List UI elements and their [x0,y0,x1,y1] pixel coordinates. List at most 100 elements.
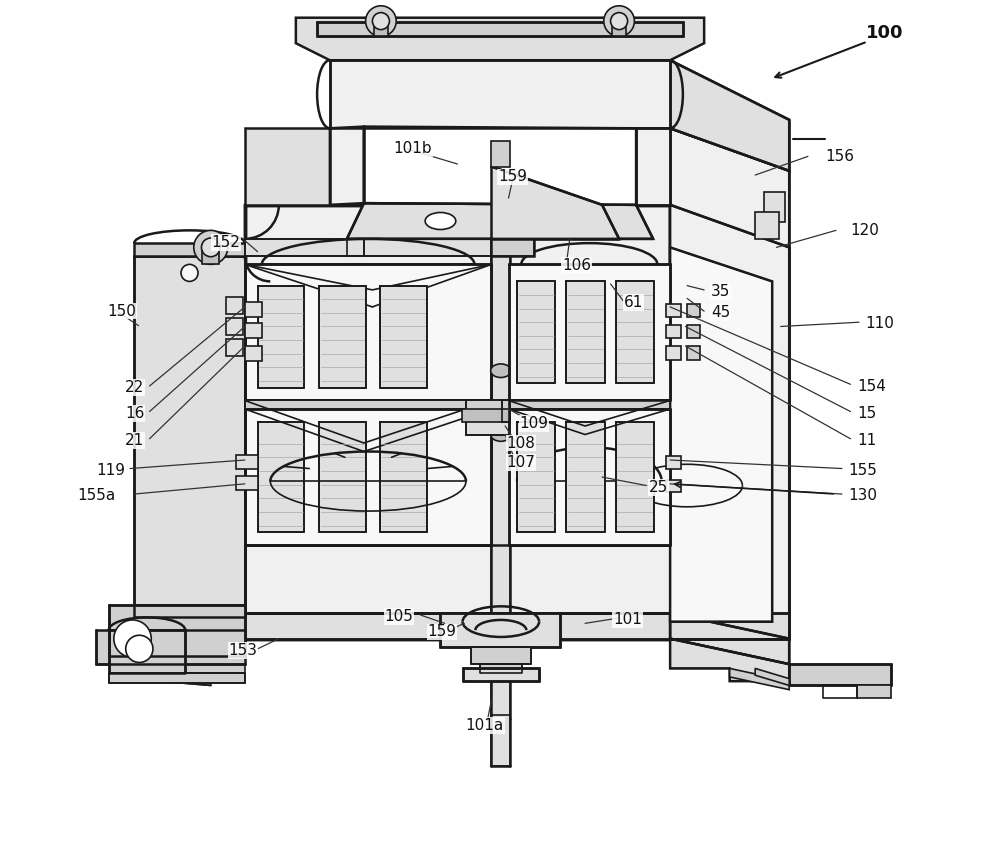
Polygon shape [670,129,789,639]
Polygon shape [109,673,245,683]
Circle shape [611,13,628,30]
Polygon shape [380,285,427,388]
Bar [764,192,785,222]
Polygon shape [245,239,364,256]
Text: 101b: 101b [394,141,432,156]
Text: 16: 16 [125,406,144,421]
Text: 154: 154 [857,378,886,394]
Text: 119: 119 [97,463,126,478]
Text: 159: 159 [428,625,457,639]
Polygon shape [466,400,509,417]
Bar [666,303,681,317]
Polygon shape [670,639,789,682]
Polygon shape [245,545,670,613]
Text: 120: 120 [850,223,879,238]
Circle shape [201,238,220,256]
Polygon shape [317,22,683,37]
Polygon shape [134,243,245,256]
Polygon shape [258,285,304,388]
Polygon shape [245,409,491,545]
Bar [666,346,681,360]
Polygon shape [509,400,670,409]
Polygon shape [245,204,670,639]
Polygon shape [296,18,704,60]
Polygon shape [330,60,670,129]
Polygon shape [160,665,245,673]
Polygon shape [134,256,245,605]
Bar [666,325,681,338]
Bar [245,323,262,338]
Polygon shape [258,422,304,532]
Bar [202,247,219,264]
Text: 61: 61 [624,295,643,310]
Polygon shape [517,422,555,532]
Polygon shape [616,281,654,383]
Text: 15: 15 [857,406,877,421]
Polygon shape [509,409,670,545]
Circle shape [372,13,389,30]
Polygon shape [480,665,522,673]
Polygon shape [319,422,366,532]
Polygon shape [160,673,211,686]
Polygon shape [364,127,636,204]
Text: 130: 130 [849,488,878,504]
Text: 152: 152 [212,235,241,250]
Polygon shape [509,264,670,400]
Polygon shape [730,669,789,689]
Bar [245,302,262,317]
Polygon shape [636,129,670,204]
Text: 11: 11 [857,433,877,448]
Bar [755,211,779,239]
Text: 105: 105 [384,609,413,624]
Polygon shape [226,296,243,314]
Polygon shape [789,665,891,686]
Circle shape [181,264,198,281]
Text: 159: 159 [498,170,527,184]
Ellipse shape [425,212,456,229]
Text: 101: 101 [613,613,642,627]
Bar [687,303,700,317]
Text: 109: 109 [520,416,549,431]
Text: 35: 35 [711,284,730,299]
Polygon shape [823,686,891,698]
Bar [491,141,510,166]
Polygon shape [319,285,366,388]
Text: 106: 106 [562,258,591,273]
Polygon shape [245,264,491,400]
Bar [687,325,700,338]
Text: 155: 155 [849,463,878,478]
Polygon shape [109,630,185,673]
Bar [374,21,388,37]
Bar [491,715,510,766]
Polygon shape [755,669,789,686]
Polygon shape [96,630,245,665]
Text: 101a: 101a [466,718,504,733]
Circle shape [126,636,153,663]
Polygon shape [491,239,534,256]
Polygon shape [616,422,654,532]
Circle shape [194,230,228,264]
Polygon shape [566,422,605,532]
Polygon shape [471,648,531,665]
Text: 155a: 155a [77,488,116,504]
Polygon shape [245,129,330,204]
Polygon shape [463,669,539,682]
Polygon shape [226,318,243,335]
Bar [236,455,258,469]
Polygon shape [670,247,772,622]
Polygon shape [330,127,364,204]
Polygon shape [670,204,789,639]
Polygon shape [109,605,245,656]
Text: 150: 150 [107,303,136,319]
Text: 25: 25 [649,480,668,495]
Polygon shape [160,613,789,639]
Text: 21: 21 [125,433,144,448]
Text: 110: 110 [866,316,895,331]
Text: 45: 45 [711,305,730,320]
Bar [612,21,626,37]
Polygon shape [226,339,243,356]
Bar [236,476,258,490]
Polygon shape [670,613,789,665]
Text: 156: 156 [825,149,854,164]
Text: 100: 100 [866,24,903,42]
